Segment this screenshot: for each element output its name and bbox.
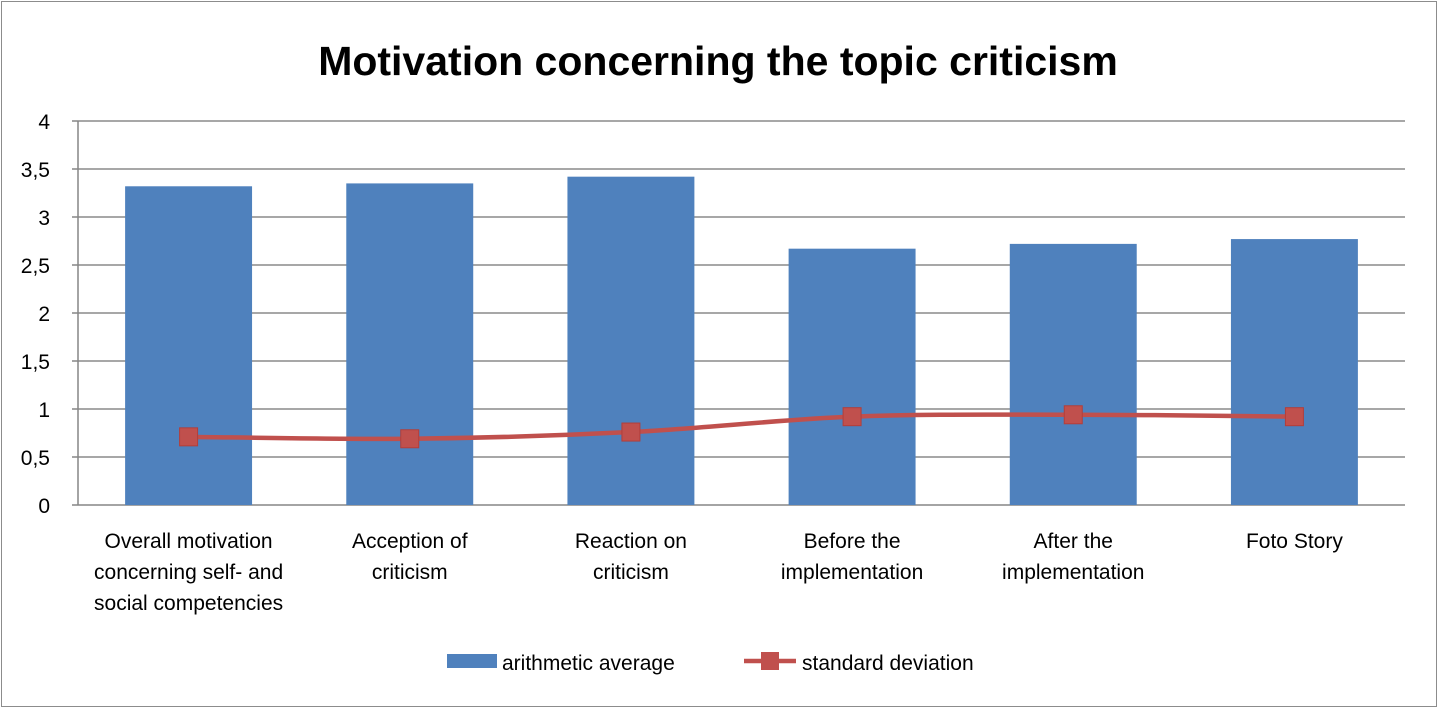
legend-label: standard deviation: [802, 652, 974, 675]
y-tick-label: 0: [38, 495, 50, 518]
y-tick-label: 1: [38, 399, 50, 422]
x-tick-label: Foto Story: [1246, 530, 1343, 553]
y-tick-label: 0,5: [21, 447, 50, 470]
x-tick-label: After the: [1034, 530, 1113, 553]
y-tick-label: 3: [38, 207, 50, 230]
y-tick-label: 2: [38, 303, 50, 326]
x-tick-label: implementation: [1002, 561, 1144, 584]
x-tick-label: criticism: [593, 561, 669, 584]
bar: [788, 248, 916, 505]
x-axis-labels: Overall motivation concerning self- and so…: [94, 530, 1343, 615]
gridlines: [72, 120, 1405, 506]
bar: [1009, 243, 1137, 505]
y-tick-label: 1,5: [21, 351, 50, 374]
line-marker: [1284, 407, 1304, 427]
legend-label: arithmetic average: [502, 652, 675, 675]
line-marker: [179, 427, 199, 447]
legend: arithmetic average standard deviation: [447, 652, 974, 675]
x-tick-label: Before the: [804, 530, 901, 553]
legend-swatch-bar: [447, 654, 497, 668]
y-axis-ticks: 0 0,5 1 1,5 2 2,5 3 3,5 4: [21, 111, 51, 518]
line-marker: [842, 407, 862, 427]
bar: [125, 186, 253, 505]
line-marker: [621, 422, 641, 442]
x-tick-label: implementation: [781, 561, 923, 584]
y-tick-label: 3,5: [21, 159, 50, 182]
x-tick-label: concerning self- and: [94, 561, 283, 584]
x-tick-label: criticism: [372, 561, 448, 584]
bar: [346, 183, 474, 505]
bar: [1230, 239, 1358, 505]
line-series: [179, 405, 1304, 449]
line-marker: [400, 429, 420, 449]
x-tick-label: social competencies: [94, 592, 283, 615]
bar: [567, 176, 695, 505]
y-tick-label: 4: [38, 111, 50, 134]
legend-swatch-marker: [761, 652, 779, 670]
line-marker: [1063, 405, 1083, 425]
chart-title: Motivation concerning the topic criticis…: [318, 38, 1118, 84]
line-path: [188, 412, 1295, 442]
x-tick-label: Overall motivation: [105, 530, 273, 553]
x-tick-label: Acception of: [352, 530, 468, 553]
y-tick-label: 2,5: [21, 255, 50, 278]
bar-series: [125, 176, 1358, 505]
x-tick-label: Reaction on: [575, 530, 687, 553]
